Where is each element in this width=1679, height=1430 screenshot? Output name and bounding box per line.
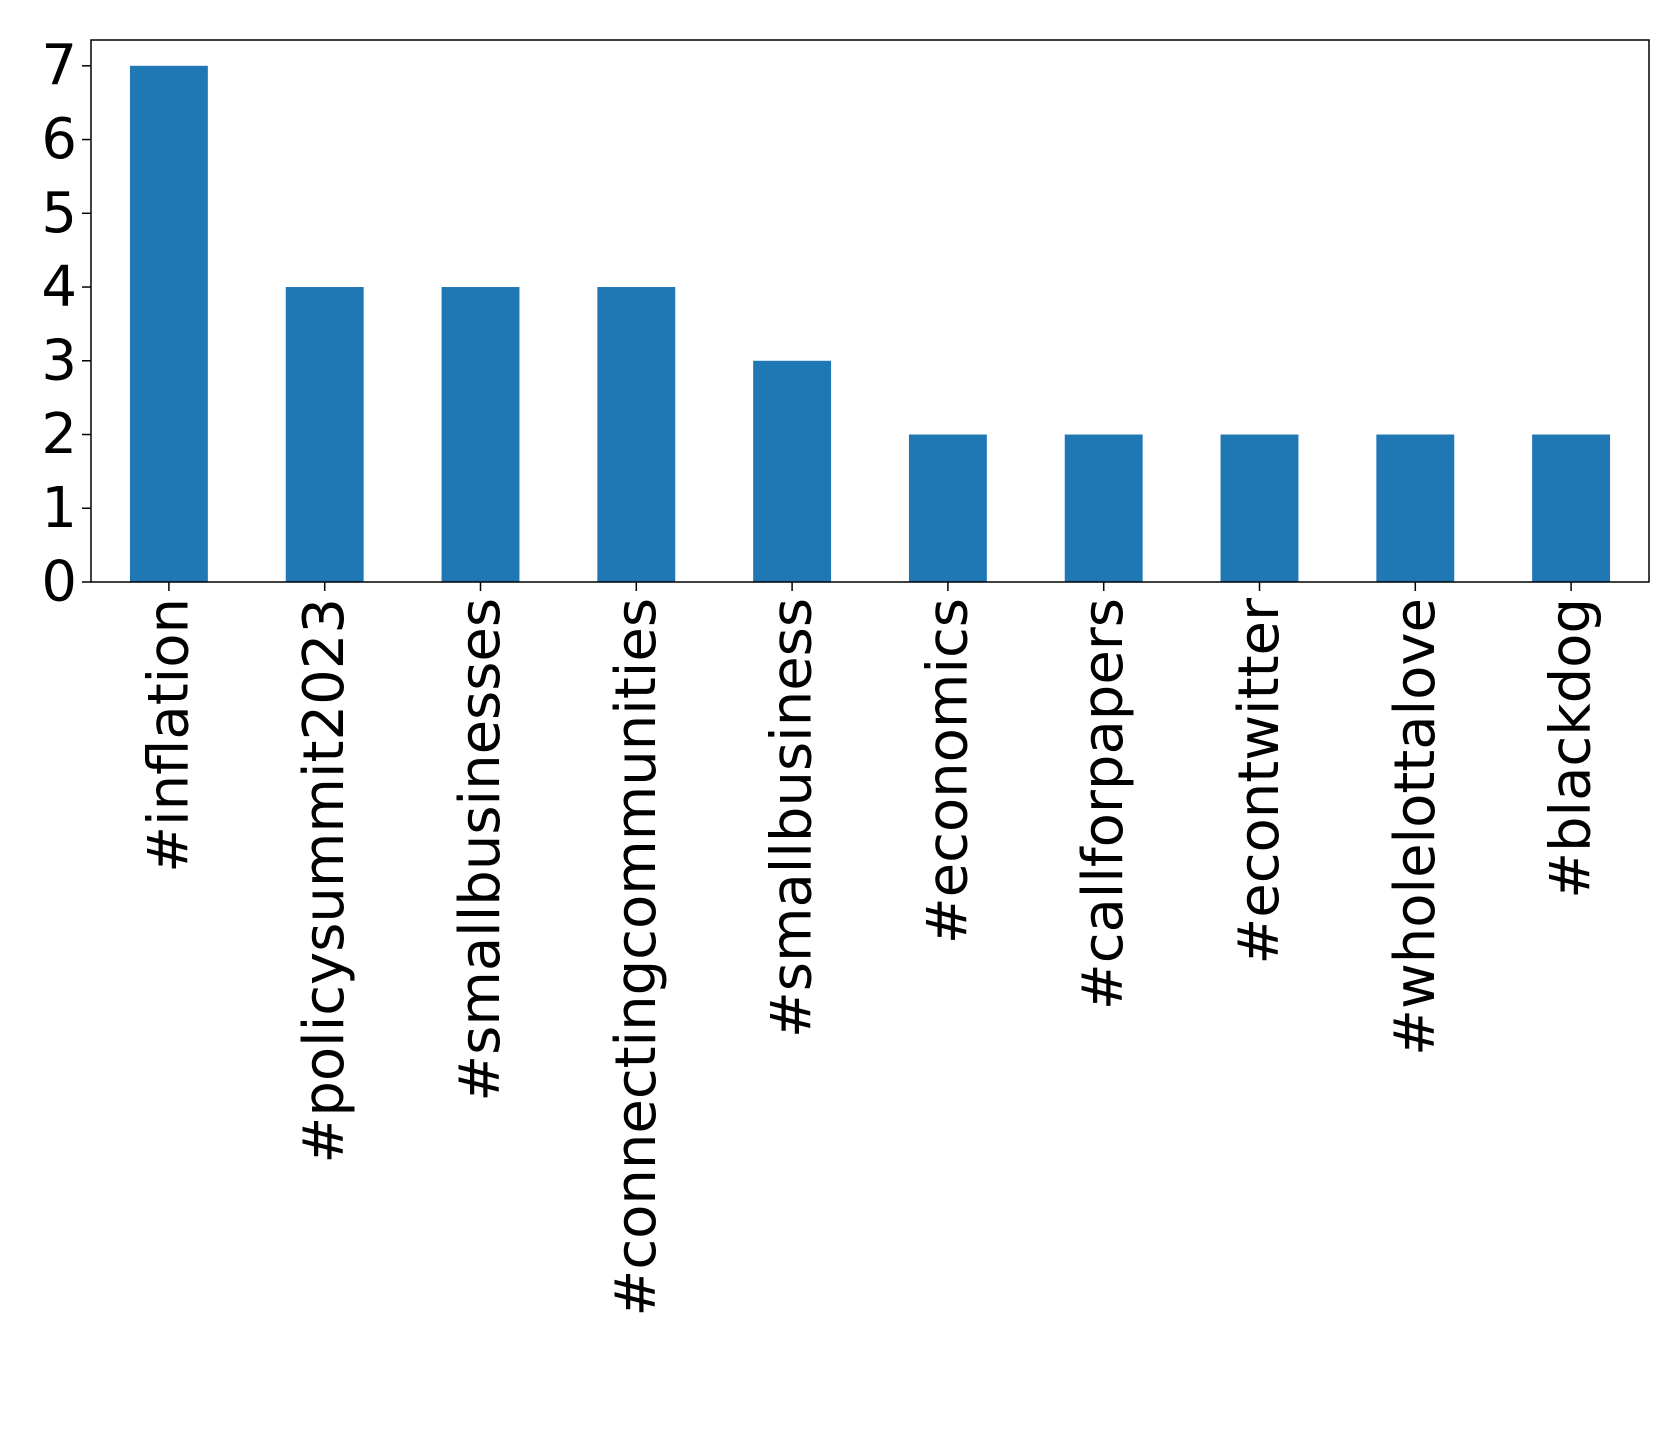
y-tick-label-6: 6 [41, 107, 77, 172]
y-tick-label-5: 5 [41, 181, 77, 246]
bars-group [129, 65, 1611, 583]
x-tick-label-7: #econtwitter [1227, 597, 1292, 965]
bar-9 [1532, 434, 1611, 582]
bar-3 [597, 287, 676, 582]
bar-4 [753, 360, 832, 582]
bar-0 [129, 65, 208, 583]
y-tick-label-1: 1 [41, 476, 77, 541]
y-tick-label-7: 7 [41, 33, 77, 98]
x-tick-label-2: #smallbusinesses [448, 598, 513, 1102]
x-tick-label-9: #blackdog [1539, 598, 1604, 899]
y-tick-label-4: 4 [41, 255, 77, 320]
y-tick-label-3: 3 [41, 328, 77, 393]
x-tick-label-8: #wholelottalove [1383, 598, 1448, 1056]
bar-7 [1220, 434, 1299, 582]
bar-8 [1376, 434, 1455, 582]
bar-5 [908, 434, 987, 582]
plot-frame [90, 39, 1650, 583]
y-axis: 0 1 2 3 4 5 6 7 [41, 33, 91, 615]
x-tick-label-3: #connectingcommunities [604, 598, 669, 1317]
x-tick-label-5: #economics [915, 598, 980, 944]
x-tick-label-0: #inflation [136, 598, 201, 873]
bar-2 [441, 287, 520, 582]
x-tick-label-1: #policysummit2023 [292, 598, 357, 1164]
x-tick-label-4: #smallbusiness [760, 598, 825, 1038]
y-tick-label-0: 0 [41, 550, 77, 615]
x-axis: #inflation #policysummit2023 #smallbusines… [136, 582, 1604, 1317]
x-tick-label-6: #callforpapers [1071, 598, 1136, 1010]
bar-1 [285, 287, 364, 582]
bar-6 [1064, 434, 1143, 582]
y-tick-label-2: 2 [41, 402, 77, 467]
